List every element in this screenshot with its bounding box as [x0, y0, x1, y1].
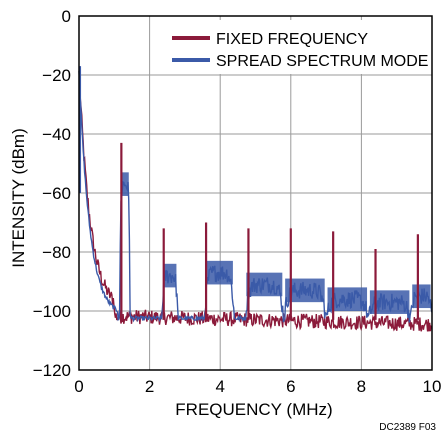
x-axis-label: FREQUENCY (MHz) [175, 400, 332, 419]
x-tick-label: 4 [215, 377, 224, 396]
y-axis-label: INTENSITY (dBm) [9, 128, 28, 267]
y-tick-label: −20 [42, 66, 71, 85]
spread-band-8 [412, 284, 431, 309]
spread-band-7 [369, 290, 410, 314]
x-tick-label: 2 [145, 377, 154, 396]
legend-label-spread: SPREAD SPECTRUM MODE [216, 53, 428, 70]
figure-code: DC2389 F03 [379, 422, 436, 433]
plot-area [78, 66, 433, 332]
series-fixed-frequency [79, 81, 433, 332]
y-tick-label: −100 [33, 302, 71, 321]
y-tick-label: −120 [33, 361, 71, 380]
plot-frame [78, 15, 433, 371]
spread-band-1 [121, 172, 129, 196]
y-tick-label: −40 [42, 125, 71, 144]
tick-labels: 0 2 4 6 8 10 0 −20 −40 −60 −80 −100 −120 [33, 7, 442, 396]
spread-band-4 [246, 272, 283, 297]
spread-band-5 [285, 278, 325, 303]
legend-label-fixed: FIXED FREQUENCY [216, 31, 368, 48]
spread-band-3 [205, 260, 233, 285]
x-tick-label: 8 [357, 377, 366, 396]
y-tick-label: 0 [62, 7, 71, 26]
spread-band-6 [327, 287, 368, 311]
y-tick-label: −60 [42, 184, 71, 203]
x-tick-label: 10 [423, 377, 442, 396]
legend-background [160, 20, 424, 74]
y-tick-label: −80 [42, 243, 71, 262]
spread-band-2 [163, 263, 177, 288]
x-tick-label: 0 [74, 377, 83, 396]
legend: FIXED FREQUENCY SPREAD SPECTRUM MODE [160, 20, 428, 74]
x-tick-label: 6 [286, 377, 295, 396]
